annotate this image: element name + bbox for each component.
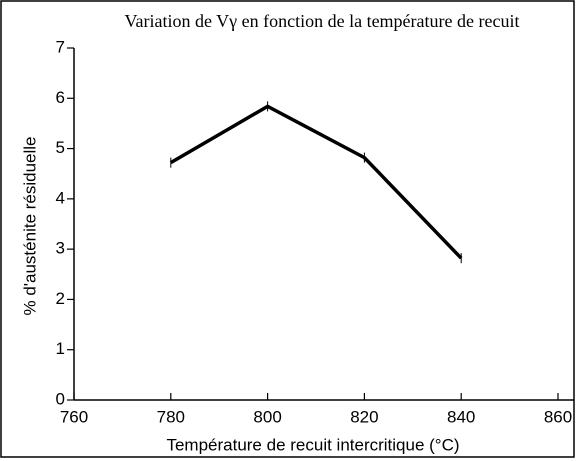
y-tick-label: 7 [56, 37, 65, 56]
y-tick-label: 5 [56, 138, 65, 157]
x-tick-label: 860 [544, 407, 572, 426]
y-tick-label: 3 [56, 239, 65, 258]
y-tick-label: 6 [56, 88, 65, 107]
chart-title: Variation de Vγ en fonction de la tempér… [125, 11, 520, 31]
y-tick-label: 4 [56, 188, 65, 207]
x-tick-label: 840 [447, 407, 475, 426]
y-tick-label: 2 [56, 289, 65, 308]
data-line [169, 104, 463, 260]
x-axis-label: Température de recuit intercritique (°C) [166, 435, 459, 454]
y-tick-label: 0 [56, 389, 65, 408]
x-tick-label: 820 [350, 407, 378, 426]
y-axis-label: % d'austénite résiduelle [20, 136, 39, 315]
x-tick-label: 760 [60, 407, 88, 426]
x-tick-label: 780 [157, 407, 185, 426]
x-tick-label: 800 [253, 407, 281, 426]
y-tick-label: 1 [56, 339, 65, 358]
